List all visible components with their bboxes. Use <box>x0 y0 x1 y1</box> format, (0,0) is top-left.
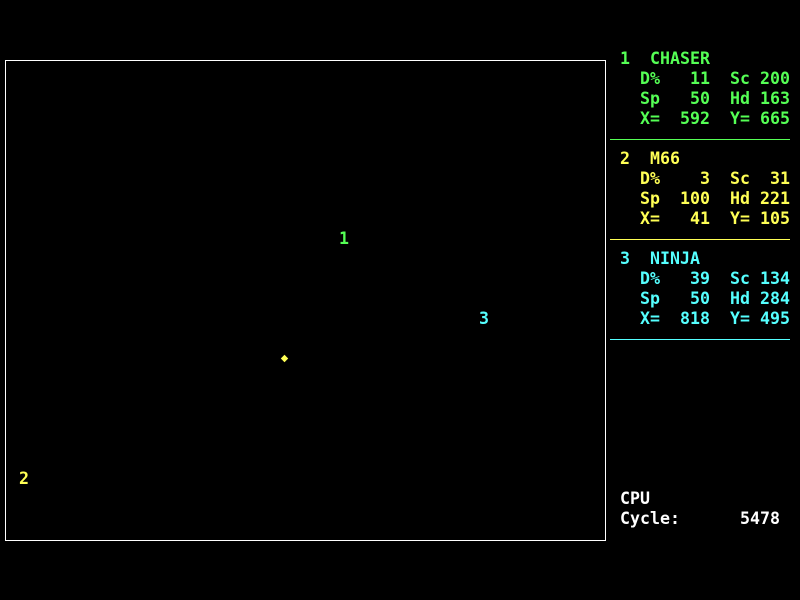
heading-value: 284 <box>760 289 790 308</box>
speed-label: Sp <box>640 89 660 108</box>
damage-label: D% <box>640 169 660 188</box>
speed-label: Sp <box>640 189 660 208</box>
cycle-value: 5478 <box>740 509 780 528</box>
heading-value: 221 <box>760 189 790 208</box>
y-label: Y= <box>730 109 750 128</box>
heading-label: Hd <box>730 89 750 108</box>
y-label: Y= <box>730 309 750 328</box>
robot-marker-1: 1 <box>339 229 349 248</box>
cpu-title: CPU <box>620 489 650 508</box>
damage-value: 11 <box>690 69 710 88</box>
x-label: X= <box>640 309 660 328</box>
speed-value: 100 <box>680 189 710 208</box>
y-label: Y= <box>730 209 750 228</box>
score-label: Sc <box>730 169 750 188</box>
robot-name: CHASER <box>650 49 710 68</box>
panel-separator <box>610 339 790 340</box>
score-value: 134 <box>760 269 790 288</box>
heading-label: Hd <box>730 189 750 208</box>
x-value: 818 <box>680 309 710 328</box>
robot-number: 2 <box>620 149 630 168</box>
damage-value: 3 <box>700 169 710 188</box>
robot-marker-2: 2 <box>19 469 29 488</box>
speed-label: Sp <box>640 289 660 308</box>
speed-value: 50 <box>690 289 710 308</box>
x-label: X= <box>640 109 660 128</box>
robot-marker-3: 3 <box>479 309 489 328</box>
damage-value: 39 <box>690 269 710 288</box>
score-value: 200 <box>760 69 790 88</box>
score-label: Sc <box>730 269 750 288</box>
panel-separator <box>610 239 790 240</box>
heading-label: Hd <box>730 289 750 308</box>
robot-name: NINJA <box>650 249 700 268</box>
score-label: Sc <box>730 69 750 88</box>
score-value: 31 <box>770 169 790 188</box>
x-value: 592 <box>680 109 710 128</box>
y-value: 105 <box>760 209 790 228</box>
robot-number: 1 <box>620 49 630 68</box>
panel-separator <box>610 139 790 140</box>
battle-arena <box>5 60 606 541</box>
x-label: X= <box>640 209 660 228</box>
y-value: 665 <box>760 109 790 128</box>
y-value: 495 <box>760 309 790 328</box>
heading-value: 163 <box>760 89 790 108</box>
robot-number: 3 <box>620 249 630 268</box>
damage-label: D% <box>640 269 660 288</box>
speed-value: 50 <box>690 89 710 108</box>
x-value: 41 <box>690 209 710 228</box>
robot-name: M66 <box>650 149 680 168</box>
cycle-label: Cycle: <box>620 509 680 528</box>
damage-label: D% <box>640 69 660 88</box>
